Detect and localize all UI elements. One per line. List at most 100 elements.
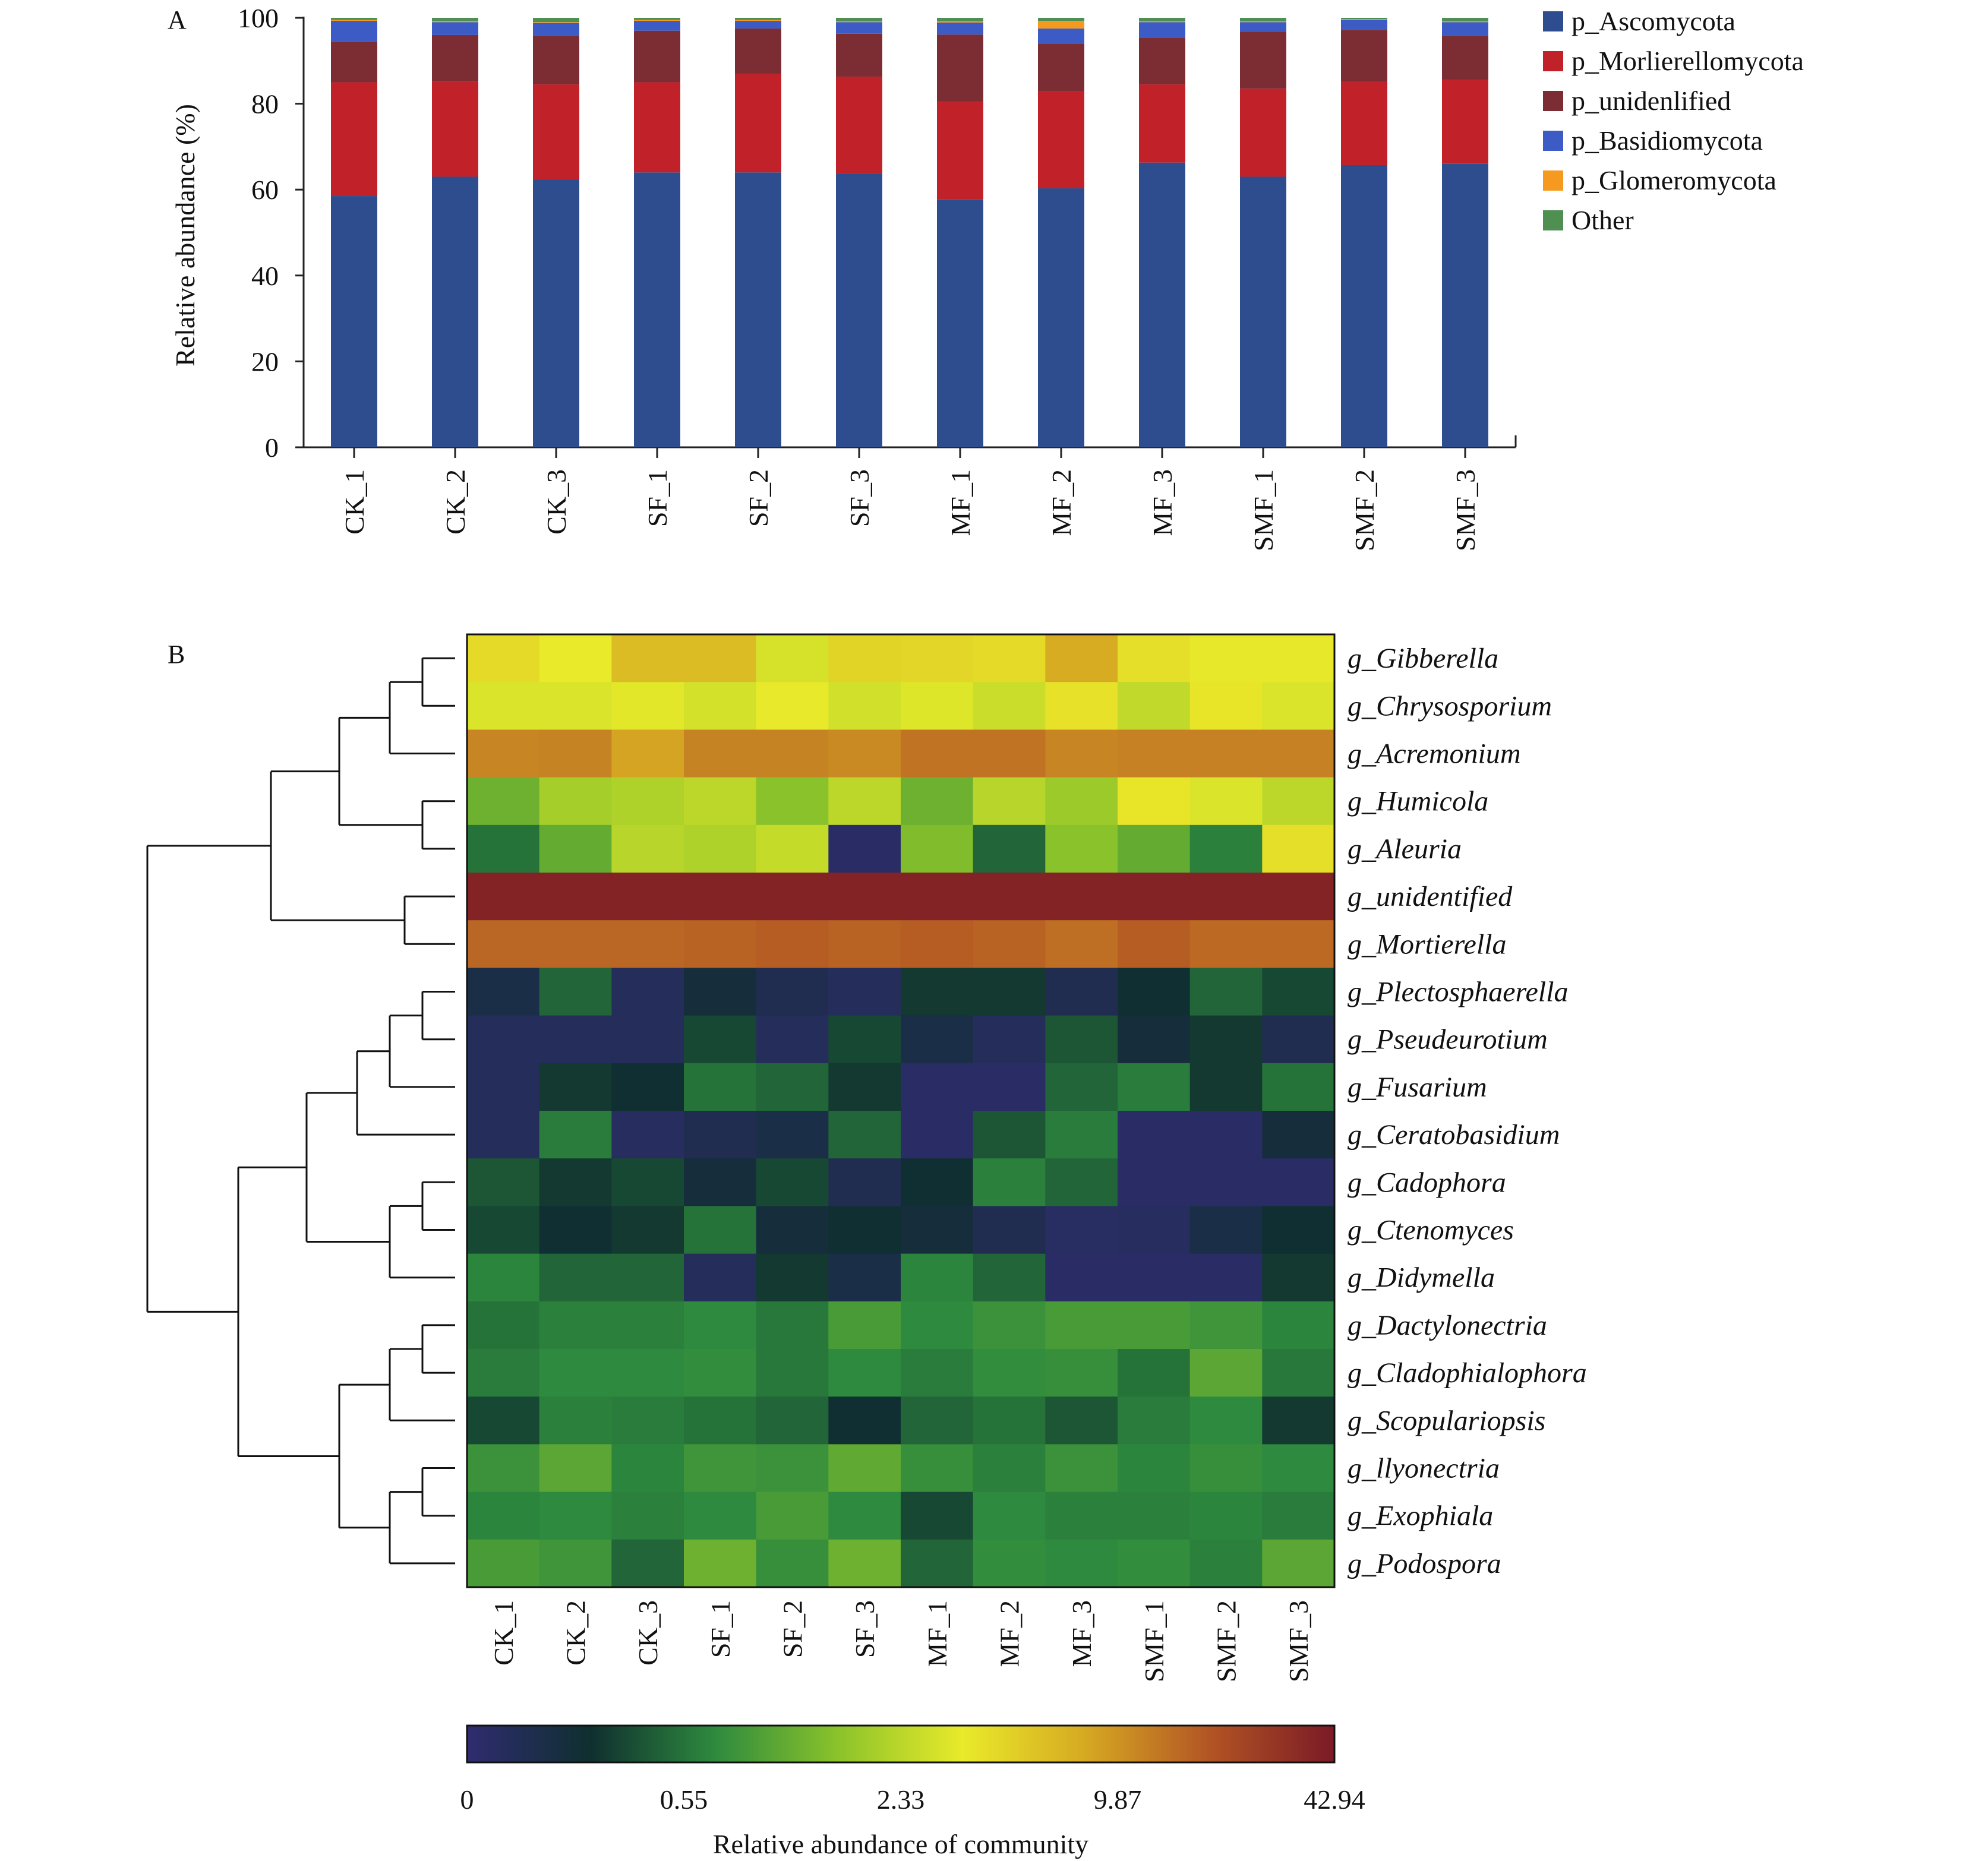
legend-label: p_Morlierellomycota: [1572, 46, 1804, 76]
row-label: g_Scopulariopsis: [1348, 1405, 1545, 1436]
heatmap-cell: [611, 1158, 684, 1206]
heatmap-cell: [611, 777, 684, 826]
heatmap-cell: [684, 1253, 757, 1302]
heatmap-cell: [539, 1111, 612, 1159]
heatmap-cell: [539, 634, 612, 683]
heatmap-cell: [901, 873, 974, 921]
heatmap-cell: [756, 634, 829, 683]
bar-segment: [735, 73, 781, 173]
heatmap-cell: [684, 1349, 757, 1397]
bar-segment: [533, 179, 579, 447]
heatmap-cell: [539, 729, 612, 778]
heatmap-cell: [611, 1444, 684, 1493]
row-label: g_Acremonium: [1348, 738, 1521, 770]
heatmap-cell: [1189, 968, 1263, 1016]
heatmap-cell: [611, 682, 684, 730]
heatmap-cell: [828, 873, 901, 921]
bar-segment: [533, 23, 579, 36]
bar-segment: [1240, 18, 1286, 21]
heatmap-cell: [1045, 682, 1118, 730]
heatmap-cell: [756, 1492, 829, 1540]
bar-segment: [1139, 18, 1185, 21]
heatmap-cell: [1189, 1444, 1263, 1493]
heatmap-cell: [1262, 1063, 1335, 1111]
heatmap-cell: [1189, 634, 1263, 683]
heatmap-cell: [973, 1158, 1046, 1206]
legend-swatch: [1543, 91, 1563, 111]
heatmap-cell: [901, 1015, 974, 1064]
heatmap-cell: [901, 1396, 974, 1445]
heatmap-cell: [684, 1492, 757, 1540]
heatmap-cell: [1045, 1063, 1118, 1111]
heatmap-cell: [539, 824, 612, 873]
bar-segment: [331, 41, 377, 83]
heatmap-cell: [828, 729, 901, 778]
heatmap-cell: [1189, 1253, 1263, 1302]
row-label: g_llyonectria: [1348, 1453, 1500, 1484]
x-tick-label: SMF_3: [1450, 469, 1481, 551]
y-tick-label: 100: [238, 3, 279, 33]
heatmap-cell: [1189, 777, 1263, 826]
heatmap-cell: [1118, 1206, 1191, 1255]
heatmap-cell: [611, 1396, 684, 1445]
heatmap-cell: [1189, 1539, 1263, 1588]
heatmap-cell: [1262, 634, 1335, 683]
bar-stacks: [331, 18, 1488, 447]
bar-segment: [634, 30, 680, 83]
bar-segment: [1240, 31, 1286, 89]
heatmap-cell: [756, 1349, 829, 1397]
colorbar-title: Relative abundance of community: [713, 1829, 1088, 1859]
heatmap-cell: [973, 1444, 1046, 1493]
heatmap-cell: [973, 1111, 1046, 1159]
column-label: CK_1: [488, 1600, 519, 1666]
bar-segment: [331, 82, 377, 197]
bar-segment: [937, 18, 983, 21]
heatmap-cell: [539, 777, 612, 826]
bar-segment: [1038, 21, 1084, 29]
colorbar-tick-label: 2.33: [877, 1784, 925, 1815]
heatmap-cell: [467, 1444, 540, 1493]
heatmap-cell: [973, 777, 1046, 826]
heatmap-cell: [1189, 1158, 1263, 1206]
heatmap-cell: [684, 634, 757, 683]
column-label: MF_3: [1066, 1600, 1097, 1667]
heatmap-cell: [611, 634, 684, 683]
heatmap-cell: [973, 729, 1046, 778]
bar-segment: [634, 82, 680, 173]
legend-swatch: [1543, 11, 1563, 31]
heatmap-cell: [973, 968, 1046, 1016]
heatmap-cell: [756, 873, 829, 921]
legend-label: p_Glomeromycota: [1572, 165, 1776, 195]
bar-segment: [735, 20, 781, 21]
heatmap-cell: [1045, 968, 1118, 1016]
heatmap-cell: [611, 1206, 684, 1255]
heatmap-cell: [684, 1301, 757, 1350]
heatmap-cell: [1262, 824, 1335, 873]
heatmap-cell: [539, 1349, 612, 1397]
heatmap-cell: [1118, 1349, 1191, 1397]
heatmap-cell: [828, 1301, 901, 1350]
heatmap-cell: [901, 682, 974, 730]
heatmap-cell: [611, 1349, 684, 1397]
heatmap-cell: [973, 1396, 1046, 1445]
heatmap-cell: [973, 1301, 1046, 1350]
heatmap-cell: [539, 1063, 612, 1111]
heatmap-cell: [611, 824, 684, 873]
heatmap-cell: [901, 920, 974, 968]
heatmap-cell: [756, 1253, 829, 1302]
heatmap-cell: [828, 824, 901, 873]
column-label: SMF_2: [1211, 1600, 1242, 1682]
bar-segment: [937, 102, 983, 200]
heatmap-cell: [756, 1301, 829, 1350]
column-label: SF_1: [705, 1600, 736, 1658]
heatmap-cell: [901, 1539, 974, 1588]
heatmap-cell: [1189, 1492, 1263, 1540]
heatmap-cell: [539, 1396, 612, 1445]
colorbar: [466, 1724, 1336, 1764]
legend-swatch: [1543, 210, 1563, 230]
heatmap-cell: [828, 634, 901, 683]
heatmap-cell: [828, 1063, 901, 1111]
heatmap-cell: [1045, 1444, 1118, 1493]
y-tick-label: 80: [251, 89, 279, 119]
heatmap-cell: [539, 920, 612, 968]
